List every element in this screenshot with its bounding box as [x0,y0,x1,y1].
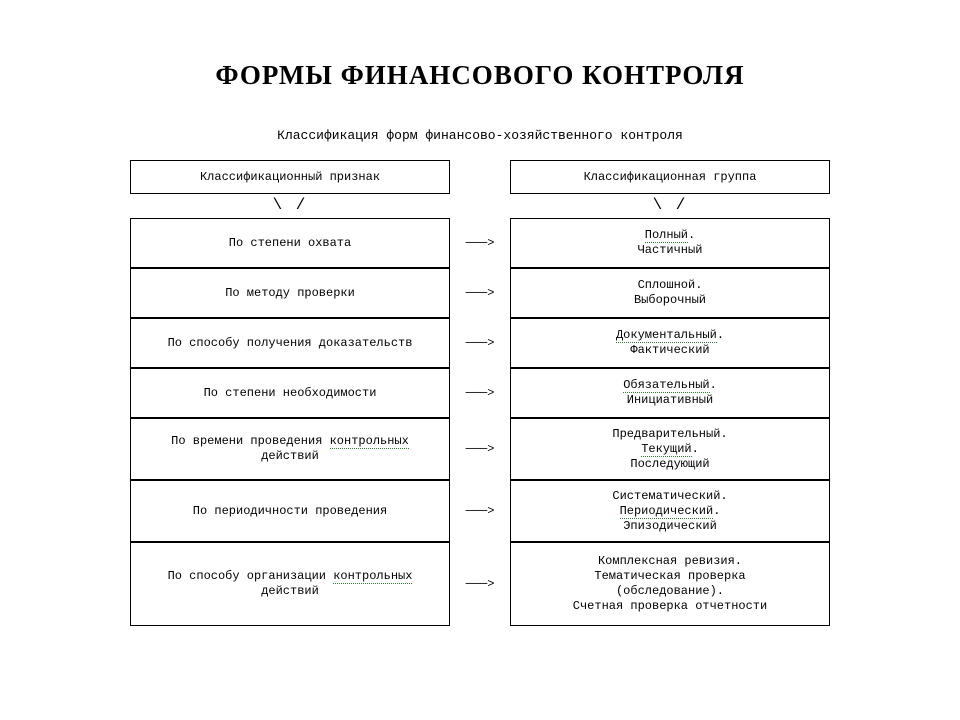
arrow-icon: ───> [466,218,495,268]
group-box: Полный.Частичный [510,218,830,268]
group-box: Систематический.Периодический.Эпизодичес… [510,480,830,542]
arrow-icon: ───> [466,418,495,480]
left-header-label: Классификационный признак [200,170,380,185]
arrow-column: ───>───>───>───>───>───>───> [460,160,500,626]
criterion-box: По периодичности проведения [130,480,450,542]
subtitle: Классификация форм финансово-хозяйственн… [0,128,960,143]
group-box: Предварительный.Текущий.Последующий [510,418,830,480]
page: ФОРМЫ ФИНАНСОВОГО КОНТРОЛЯ Классификация… [0,0,960,720]
group-box: Обязательный.Инициативный [510,368,830,418]
right-header-label: Классификационная группа [584,170,757,185]
diagram-columns: Классификационный признак \ / По степени… [130,160,830,626]
criterion-box: По способу организации контрольныхдейств… [130,542,450,626]
main-title: ФОРМЫ ФИНАНСОВОГО КОНТРОЛЯ [0,60,960,91]
right-column: Классификационная группа \ / Полный.Част… [510,160,830,626]
arrow-icon: ───> [466,268,495,318]
group-box: Сплошной.Выборочный [510,268,830,318]
arrow-icon: ───> [466,480,495,542]
criterion-box: По времени проведения контрольныхдействи… [130,418,450,480]
branch-icon: \ / [130,194,450,218]
criterion-box: По степени необходимости [130,368,450,418]
criterion-box: По способу получения доказательств [130,318,450,368]
arrow-icon: ───> [466,542,495,626]
arrow-icon: ───> [466,368,495,418]
group-box: Документальный.Фактический [510,318,830,368]
group-box: Комплексная ревизия.Тематическая проверк… [510,542,830,626]
criterion-box: По степени охвата [130,218,450,268]
left-header-box: Классификационный признак [130,160,450,194]
right-header-box: Классификационная группа [510,160,830,194]
branch-icon: \ / [510,194,830,218]
arrow-icon: ───> [466,318,495,368]
criterion-box: По методу проверки [130,268,450,318]
left-column: Классификационный признак \ / По степени… [130,160,450,626]
